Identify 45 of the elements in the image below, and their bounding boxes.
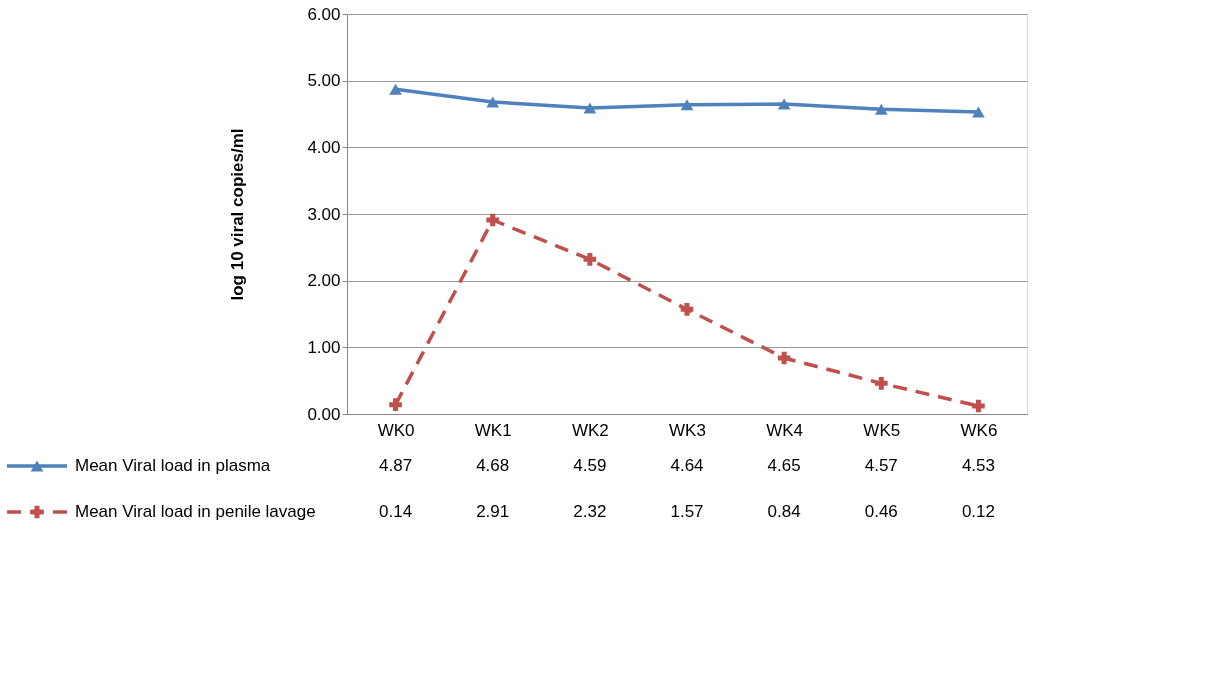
point xyxy=(777,98,791,110)
data-label: 0.46 xyxy=(864,502,898,521)
y-tick-label: 1.00 xyxy=(307,337,341,357)
x-tick-label: WK6 xyxy=(960,420,998,440)
data-label: 0.14 xyxy=(379,502,413,521)
point xyxy=(486,96,500,108)
point xyxy=(777,351,791,365)
point xyxy=(583,102,597,114)
y-tick-label: 2.00 xyxy=(307,271,341,291)
data-label: 0.12 xyxy=(961,502,995,521)
x-tick-label: WK5 xyxy=(863,420,901,440)
x-tick-label: WK4 xyxy=(766,420,804,440)
data-label: 2.32 xyxy=(573,502,607,521)
point xyxy=(874,377,888,390)
point xyxy=(972,399,985,413)
point xyxy=(389,83,402,95)
point xyxy=(680,303,694,316)
x-tick-label: WK1 xyxy=(474,420,512,440)
y-tick-label: 4.00 xyxy=(307,137,341,157)
point xyxy=(680,99,694,111)
x-tick-label: WK2 xyxy=(571,420,609,440)
legend-label: Mean Viral load in penile lavage xyxy=(75,502,316,521)
point xyxy=(389,398,402,411)
point xyxy=(486,213,500,227)
data-label: 2.91 xyxy=(476,502,510,521)
x-tick-label: WK0 xyxy=(377,420,415,440)
data-label: 4.53 xyxy=(961,456,995,475)
y-tick-label: 6.00 xyxy=(307,4,341,24)
y-axis-title: log 10 viral copies/ml xyxy=(228,128,248,301)
data-label: 4.65 xyxy=(767,456,801,475)
data-label: 0.84 xyxy=(767,502,801,521)
data-label: 4.57 xyxy=(864,456,898,475)
point xyxy=(874,103,888,115)
data-label: 4.64 xyxy=(670,456,704,475)
data-label: 4.59 xyxy=(573,456,607,475)
data-label: 4.87 xyxy=(379,456,413,475)
x-tick-label: WK3 xyxy=(669,420,706,440)
legend-label: Mean Viral load in plasma xyxy=(75,456,271,475)
y-tick-label: 5.00 xyxy=(307,71,341,91)
y-tick-label: 3.00 xyxy=(307,204,341,224)
y-tick-label: 0.00 xyxy=(307,404,341,424)
data-label: 4.68 xyxy=(476,456,510,475)
point xyxy=(583,253,597,266)
point xyxy=(972,106,985,118)
data-label: 1.57 xyxy=(670,502,704,521)
